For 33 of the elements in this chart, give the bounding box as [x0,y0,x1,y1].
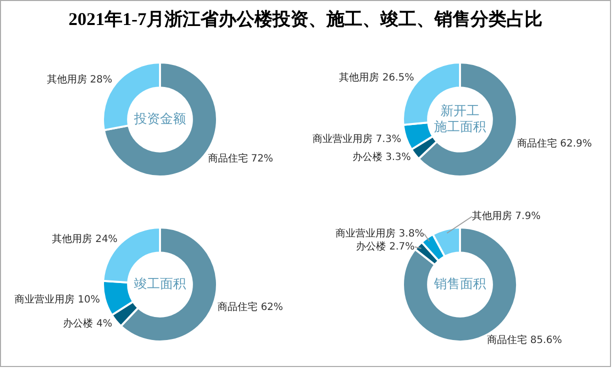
data-label: 62.9% [560,138,592,150]
slice-label: 其他用房 [339,71,380,84]
text: 投资金额 [133,112,186,127]
text: 竣工面积 [134,276,186,292]
text: 新开工施工面积 [434,104,486,135]
slice-label: 商品住宅 [208,152,248,165]
slice-label: 办公楼 [63,318,94,330]
data-label: 3.3% [385,152,411,163]
text: 销售面积 [433,276,486,292]
chart-title: 2021年1-7月浙江省办公楼投资、施工、竣工、销售分类占比 [68,8,544,31]
data-label: 7.9% [515,211,541,222]
data-label: 3.8% [398,228,424,240]
slice-label: 办公楼 [356,240,386,252]
data-label: 24% [95,234,118,245]
slice-label: 商品住宅 [218,300,258,313]
slice-label: 商业营业用房 [312,132,373,145]
slice-label: 商业营业用房 [14,294,75,306]
data-label: 28% [90,74,112,86]
data-label: 7.3% [376,134,402,145]
slice-label: 其他用房 [52,232,92,245]
slice-label: 商品住宅 [516,138,557,150]
slice-label: 其他用房 [472,210,512,222]
data-label: 72% [250,154,274,165]
data-label: 26.5% [382,72,414,84]
slice-label: 商业营业用房 [336,227,396,240]
data-label: 85.6% [530,334,562,346]
slice-label: 商品住宅 [487,334,528,346]
data-label: 2.7% [389,241,415,252]
data-label: 10% [78,294,100,306]
slice-label: 办公楼 [352,150,382,163]
data-label: 62% [260,302,284,313]
slice-label: 其他用房 [46,74,87,86]
data-label: 4% [96,318,112,330]
